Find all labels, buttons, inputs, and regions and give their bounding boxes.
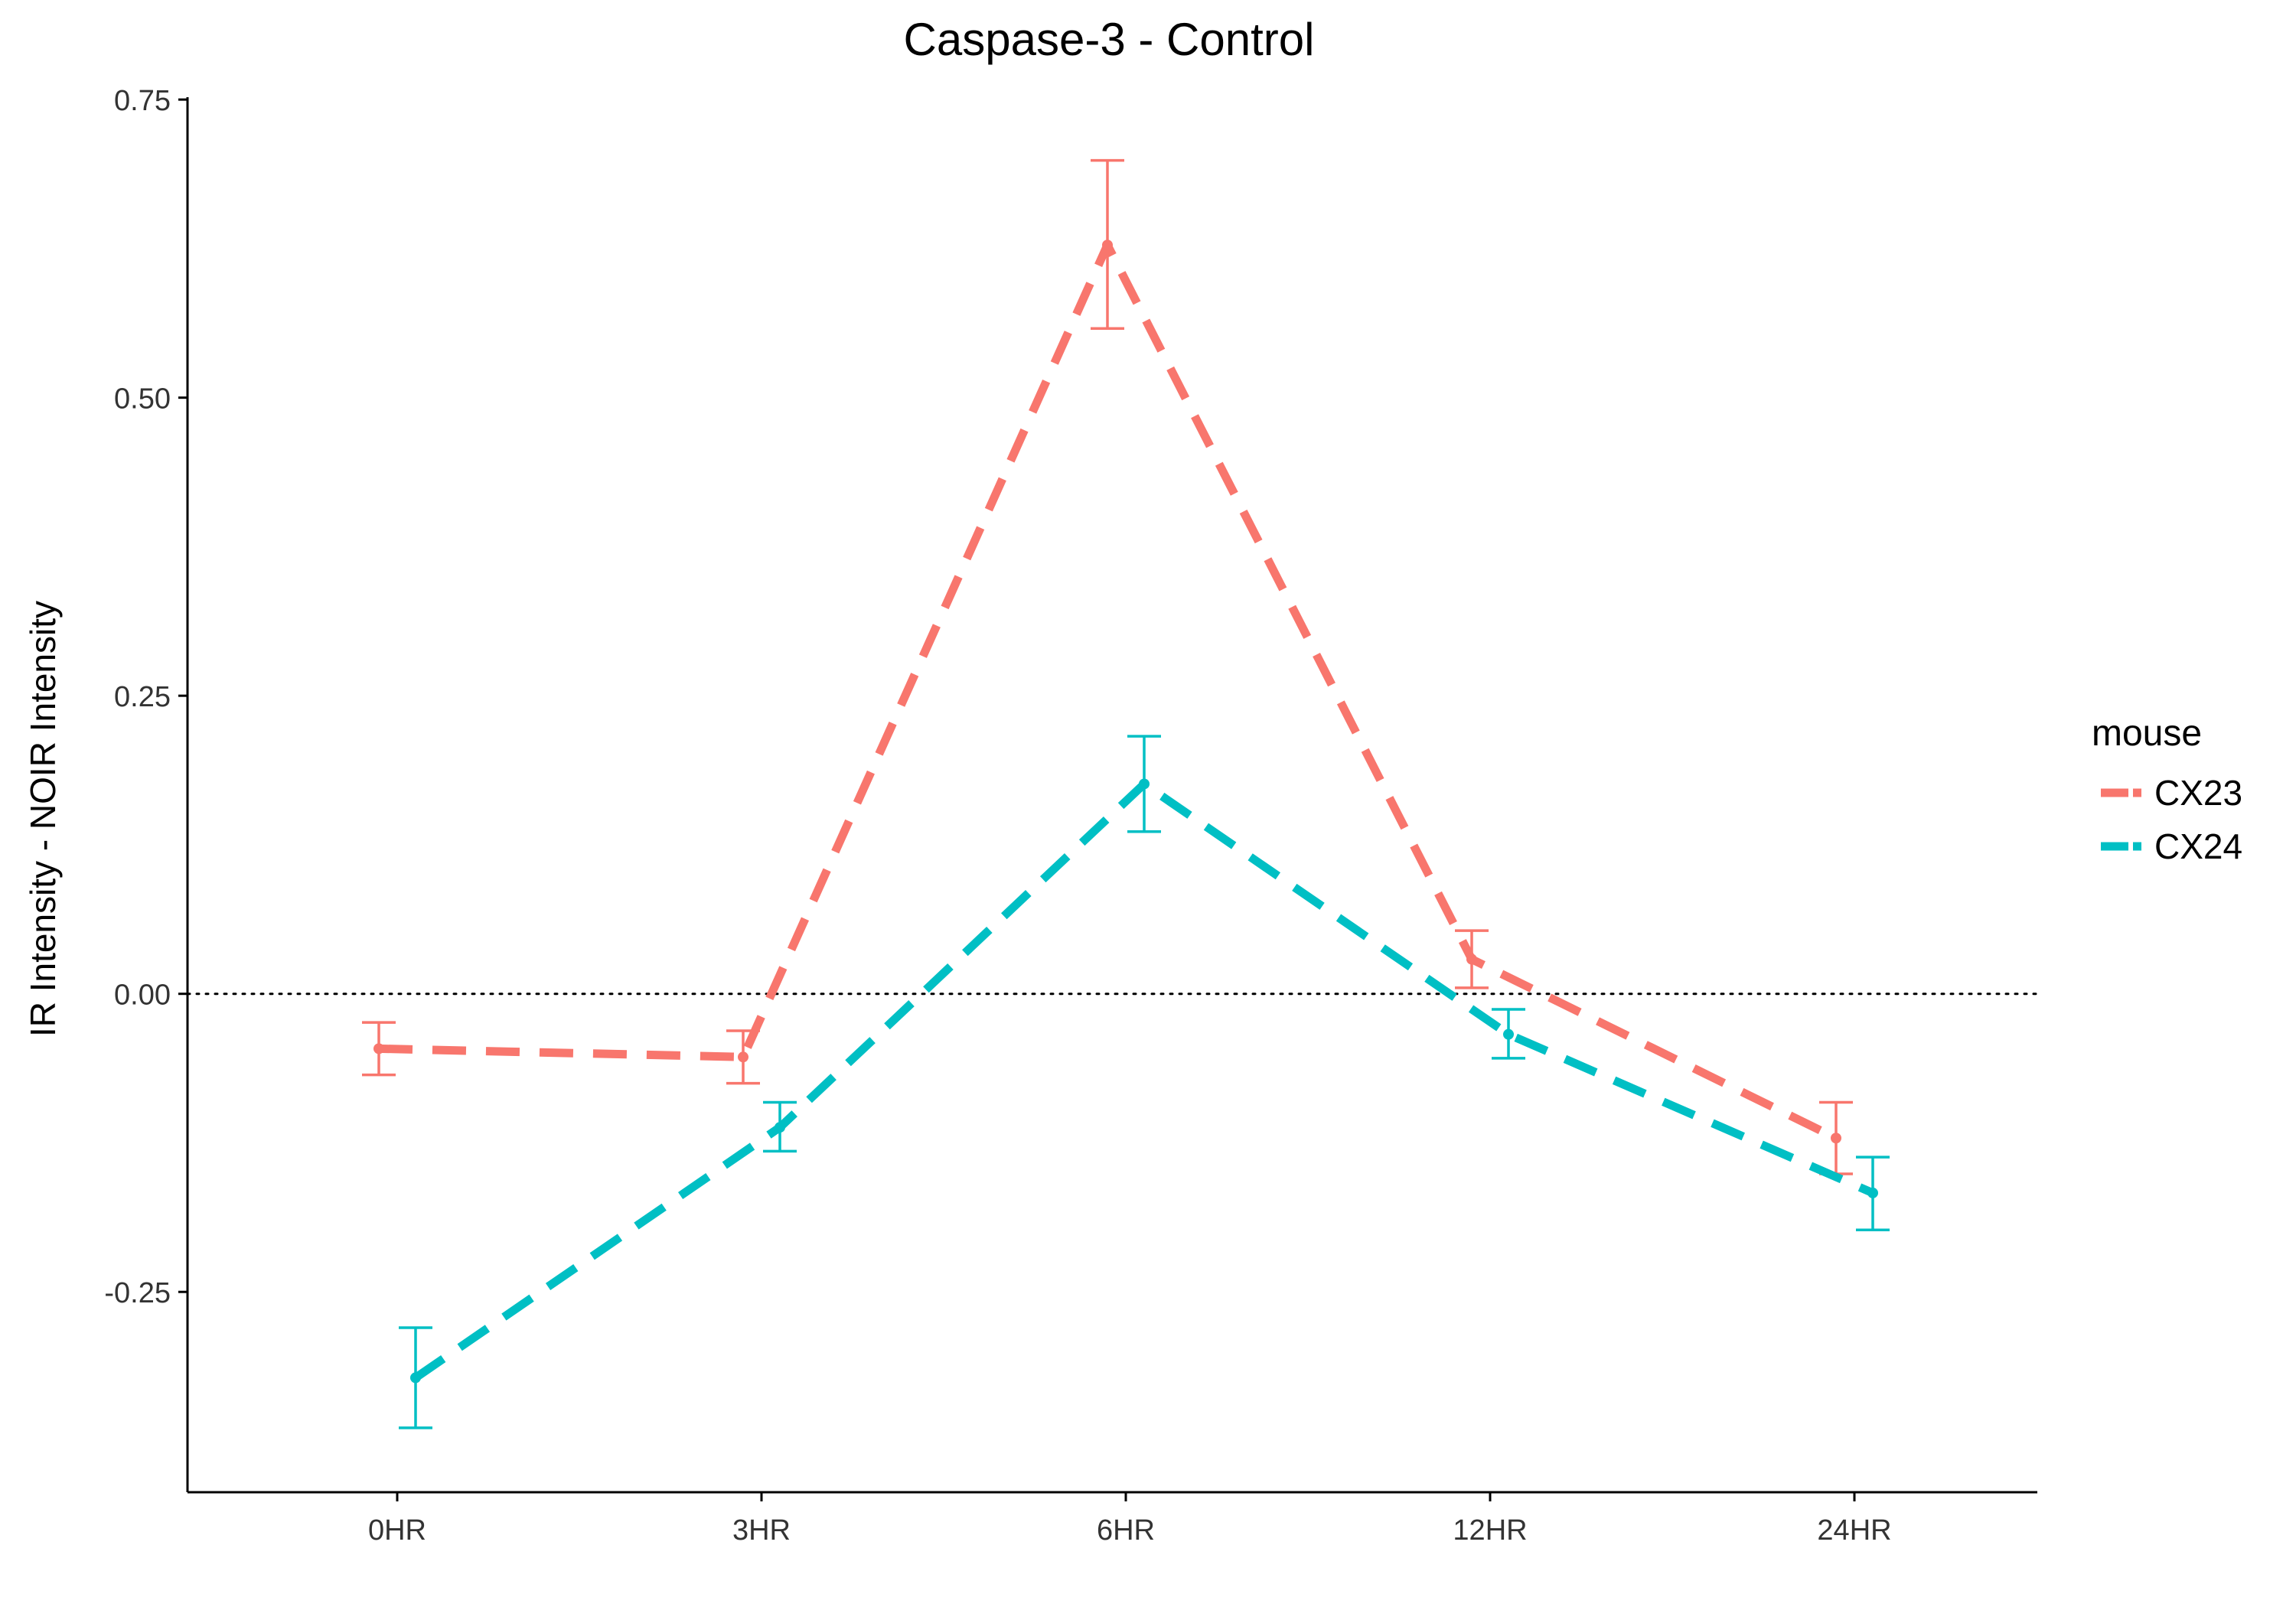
data-point: [410, 1372, 421, 1384]
data-point: [1867, 1187, 1878, 1198]
y-tick-label: 0.25: [114, 681, 171, 713]
x-tick-label: 12HR: [1453, 1514, 1527, 1547]
x-tick-label: 6HR: [1097, 1514, 1155, 1547]
y-axis-label: IR Intensity - NOIR Intensity: [23, 601, 63, 1037]
y-tick-label: 0.00: [114, 980, 171, 1012]
y-tick-label: 0.50: [114, 383, 171, 416]
legend: mouse CX23 CX24: [2092, 713, 2242, 866]
legend-title: mouse: [2092, 713, 2202, 754]
data-point: [1139, 778, 1150, 790]
data-point: [738, 1051, 748, 1063]
x-tick-label: 24HR: [1817, 1514, 1891, 1547]
series-line: [378, 240, 1838, 1143]
plot-area: -0.25 0.00 0.25 0.50 0.75 0HR 3HR 6HR 12HR 24HR: [104, 85, 2039, 1547]
data-point: [775, 1122, 785, 1133]
data-point: [1102, 240, 1113, 251]
chart-title: Caspase-3 - Control: [904, 14, 1315, 65]
series-cx24: [399, 735, 1890, 1429]
data-point: [1466, 953, 1477, 965]
y-tick-label: -0.25: [104, 1277, 171, 1309]
data-point: [373, 1043, 384, 1054]
legend-label-cx24: CX24: [2154, 826, 2242, 866]
legend-label-cx23: CX23: [2154, 773, 2242, 813]
series-cx23: [362, 158, 1853, 1175]
series-line: [413, 779, 1875, 1381]
y-tick-label: 0.75: [114, 85, 171, 117]
data-point: [1503, 1028, 1514, 1040]
data-point: [1831, 1133, 1841, 1144]
x-tick-label: 0HR: [368, 1514, 426, 1547]
x-tick-label: 3HR: [732, 1514, 791, 1547]
